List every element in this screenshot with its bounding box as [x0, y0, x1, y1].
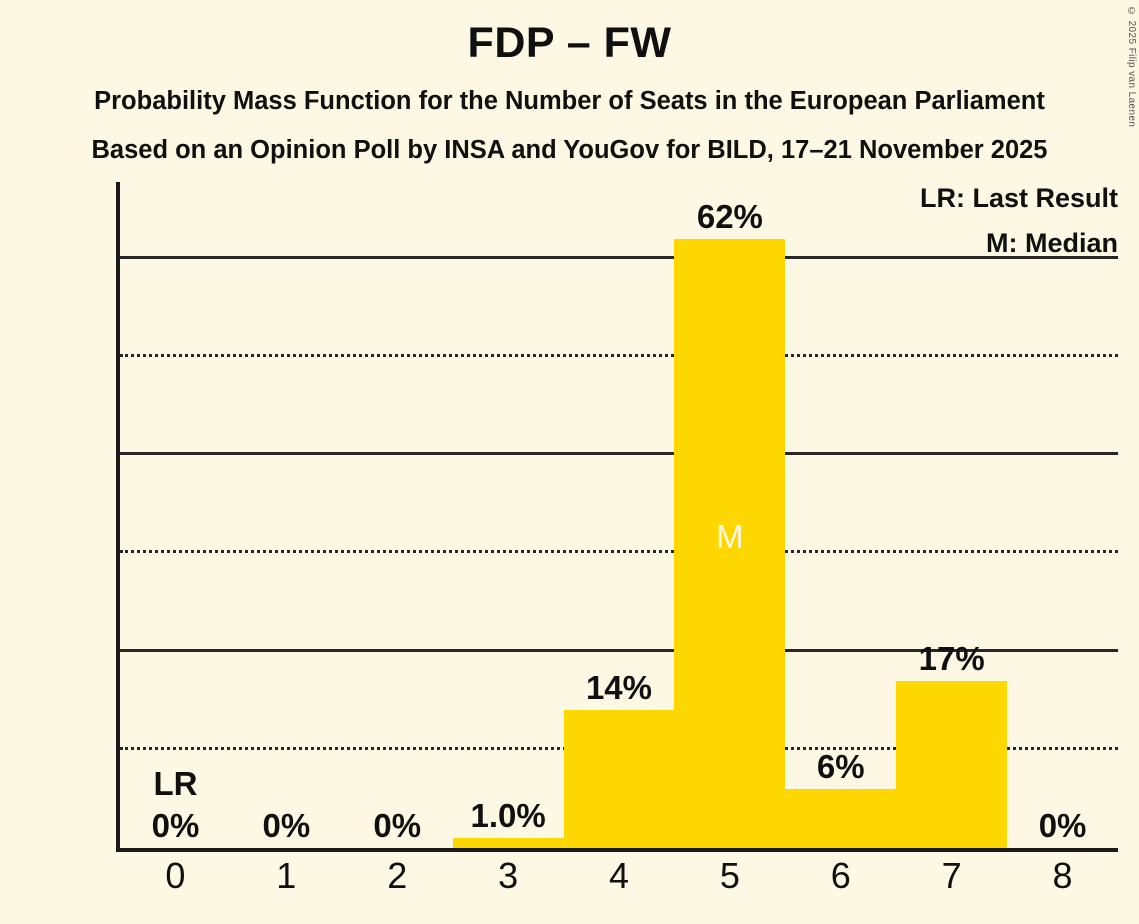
bar-slot-1[interactable]: 0%: [231, 182, 342, 848]
bar-value-label-8: 0%: [1038, 807, 1087, 844]
bar-value-label-6: 6%: [816, 748, 865, 786]
bar-value-label-7: 17%: [918, 640, 985, 678]
median-marker: M: [716, 518, 744, 556]
chart-header: FDP – FW Probability Mass Function for t…: [0, 0, 1139, 163]
bar-value-label-5: 62%: [696, 197, 763, 235]
last-result-marker: LR: [153, 765, 198, 802]
legend-item-median: M: Median: [986, 228, 1118, 258]
gridline-minor-50: [120, 353, 1118, 357]
plot-area: 20%40%60% 0%LR0%0%1.0%14%62%M6%17%0% 012…: [116, 182, 1118, 894]
bar-3[interactable]: [452, 838, 564, 848]
x-tick-label-7: 7: [941, 855, 962, 896]
bar-slot-0[interactable]: 0% LR: [120, 182, 231, 848]
bar-slot-6[interactable]: 6%: [785, 182, 897, 848]
bar-slot-4[interactable]: 14%: [563, 182, 675, 848]
bar-slot-2[interactable]: 0%: [342, 182, 453, 848]
copyright-notice: © 2025 Filip van Laenen: [1126, 6, 1137, 128]
bar-slot-3[interactable]: 1.0%: [452, 182, 564, 848]
gridline-major-20: [120, 648, 1118, 652]
x-axis-line: [116, 848, 1118, 852]
x-tick-label-1: 1: [276, 855, 297, 896]
bar-slot-8[interactable]: 0%: [1007, 182, 1118, 848]
x-tick-label-6: 6: [830, 855, 851, 896]
chart-subtitle-primary: Probability Mass Function for the Number…: [94, 87, 1045, 115]
bar-4[interactable]: [563, 710, 675, 848]
bar-value-label-1: 0%: [262, 807, 311, 844]
page-title: FDP – FW: [467, 19, 672, 67]
bar-7[interactable]: [896, 681, 1008, 848]
bar-value-label-0: 0%: [151, 807, 200, 844]
bar-6[interactable]: [785, 789, 897, 848]
bar-value-label-4: 14%: [585, 669, 653, 707]
bar-value-label-2: 0%: [373, 807, 422, 844]
x-tick-label-5: 5: [719, 855, 740, 896]
bar-5[interactable]: [674, 238, 786, 848]
bar-slot-5[interactable]: 62% M: [674, 182, 786, 848]
chart-legend: LR: Last Result M: Median: [920, 185, 1118, 275]
gridline-minor-30: [120, 550, 1118, 554]
bar-value-label-3: 1.0%: [470, 797, 546, 835]
x-tick-label-0: 0: [165, 855, 186, 896]
x-tick-label-8: 8: [1052, 855, 1073, 896]
gridline-major-60: [120, 255, 1118, 259]
x-tick-label-3: 3: [498, 855, 519, 896]
legend-item-last-result: LR: Last Result: [919, 183, 1118, 213]
y-axis-line: [116, 182, 120, 852]
x-tick-label-4: 4: [608, 855, 629, 896]
bar-slot-7[interactable]: 17%: [896, 182, 1008, 848]
gridline-major-40: [120, 452, 1118, 456]
x-tick-label-2: 2: [387, 855, 408, 896]
chart-subtitle-source: Based on an Opinion Poll by INSA and You…: [91, 135, 1048, 164]
